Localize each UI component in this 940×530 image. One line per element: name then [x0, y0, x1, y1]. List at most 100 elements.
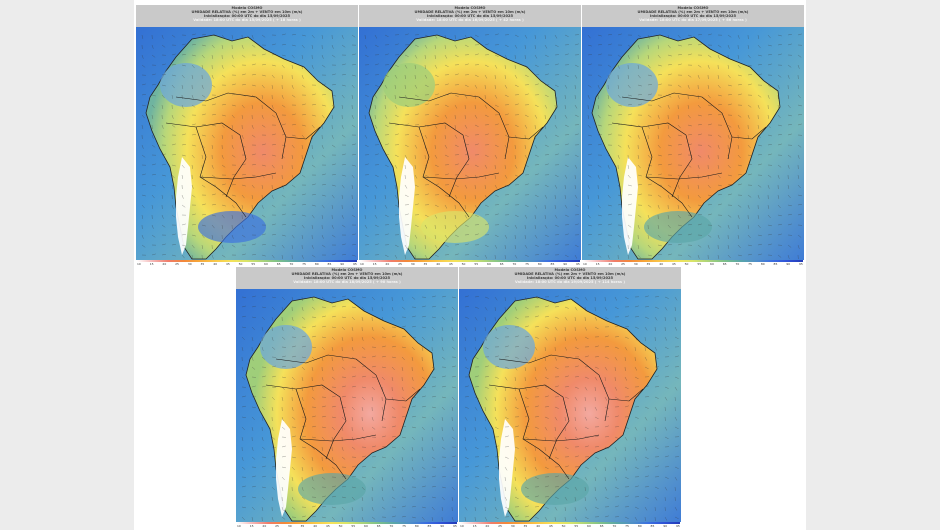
init-time: Inicialização: 00:00 UTC do dia 15/09/20…: [204, 14, 290, 18]
scale-tick-label: 15: [249, 524, 254, 528]
scale-tick-label: 70: [735, 262, 740, 266]
color-scale: 10 15 20 25 30 35 40 45 50 55 60 65 70 75 80 85 90 95: [459, 522, 681, 528]
valid-time: Validade: 18:00 UTC do dia 16/09/2025 ( …: [416, 18, 524, 22]
scale-tick-label: 75: [302, 262, 306, 266]
scale-tick-label: 70: [612, 524, 617, 528]
scale-tick-label: 20: [162, 262, 167, 266]
init-time: Inicialização: 00:00 UTC do dia 15/09/20…: [427, 14, 513, 18]
scale-tick-label: 15: [595, 262, 600, 266]
scale-tick-label: 85: [650, 524, 655, 528]
color-scale-bar: [137, 260, 357, 262]
scale-tick-label: 75: [525, 262, 529, 266]
color-scale-ticks: 10 15 20 25 30 35 40 45 50 55 60 65 70 75 80 85 90 95: [460, 524, 680, 528]
scale-tick-label: 20: [608, 262, 613, 266]
model-title: Modelo COSMO: [331, 268, 363, 272]
scale-tick-label: 10: [460, 524, 464, 528]
scale-tick-label: 90: [663, 524, 668, 528]
color-scale-bar: [460, 522, 680, 524]
color-scale-ticks: 10 15 20 25 30 35 40 45 50 55 60 65 70 75 80 85 90 95: [237, 524, 457, 528]
scale-tick-label: 90: [786, 262, 791, 266]
scale-tick-label: 35: [646, 262, 651, 266]
panel-header: Modelo COSMO UMIDADE RELATIVA (%) em 2m …: [136, 5, 358, 28]
scale-tick-label: 25: [175, 262, 179, 266]
scale-tick-label: 95: [675, 524, 680, 528]
scale-tick-label: 80: [314, 262, 319, 266]
scale-tick-label: 40: [213, 262, 218, 266]
scale-tick-label: 90: [563, 262, 568, 266]
color-scale: 10 15 20 25 30 35 40 45 50 55 60 65 70 75 80 85 90 95: [236, 522, 458, 528]
variable-title: UMIDADE RELATIVA (%) em 2m + VENTO em 10…: [414, 10, 526, 14]
forecast-map: [459, 289, 681, 522]
map-panel-4: Modelo COSMO UMIDADE RELATIVA (%) em 2m …: [236, 267, 458, 528]
scale-tick-label: 45: [671, 262, 676, 266]
scale-tick-label: 65: [722, 262, 727, 266]
scale-tick-label: 95: [352, 262, 357, 266]
model-title: Modelo COSMO: [677, 6, 709, 10]
scale-tick-label: 40: [536, 524, 541, 528]
scale-tick-label: 10: [237, 524, 241, 528]
scale-tick-label: 50: [684, 262, 689, 266]
color-scale-ticks: 10 15 20 25 30 35 40 45 50 55 60 65 70 75 80 85 90 95: [137, 262, 357, 266]
scale-tick-label: 65: [499, 262, 504, 266]
scale-tick-label: 65: [376, 524, 381, 528]
scale-tick-label: 85: [327, 262, 332, 266]
variable-title: UMIDADE RELATIVA (%) em 2m + VENTO em 10…: [514, 272, 626, 276]
model-title: Modelo COSMO: [554, 268, 586, 272]
map-panel-2: Modelo COSMO UMIDADE RELATIVA (%) em 2m …: [359, 5, 581, 266]
scale-tick-label: 80: [414, 524, 419, 528]
scale-tick-label: 65: [599, 524, 604, 528]
scale-tick-label: 45: [325, 524, 330, 528]
scale-tick-label: 35: [423, 262, 428, 266]
forecast-map: [236, 289, 458, 522]
map-panel-3: Modelo COSMO UMIDADE RELATIVA (%) em 2m …: [582, 5, 804, 266]
forecast-map: [359, 27, 581, 260]
scale-tick-label: 95: [575, 262, 580, 266]
scale-tick-label: 15: [372, 262, 377, 266]
scale-tick-label: 55: [474, 262, 479, 266]
forecast-map: [136, 27, 358, 260]
scale-tick-label: 10: [360, 262, 364, 266]
color-scale-bar: [583, 260, 803, 262]
scale-tick-label: 30: [510, 524, 515, 528]
init-time: Inicialização: 00:00 UTC do dia 15/09/20…: [304, 276, 390, 280]
init-time: Inicialização: 00:00 UTC do dia 15/09/20…: [650, 14, 736, 18]
scale-tick-label: 55: [697, 262, 702, 266]
scale-tick-label: 50: [338, 524, 343, 528]
scale-tick-label: 35: [300, 524, 305, 528]
scale-tick-label: 60: [364, 524, 368, 528]
color-scale-ticks: 10 15 20 25 30 35 40 45 50 55 60 65 70 75 80 85 90 95: [583, 262, 803, 266]
model-title: Modelo COSMO: [231, 6, 263, 10]
scale-tick-label: 60: [587, 524, 591, 528]
panel-header: Modelo COSMO UMIDADE RELATIVA (%) em 2m …: [236, 267, 458, 290]
scale-tick-label: 35: [200, 262, 205, 266]
scale-tick-label: 10: [583, 262, 587, 266]
scale-tick-label: 75: [748, 262, 752, 266]
scale-tick-label: 80: [760, 262, 765, 266]
scale-tick-label: 30: [187, 262, 192, 266]
map-panel-5: Modelo COSMO UMIDADE RELATIVA (%) em 2m …: [459, 267, 681, 528]
panel-header: Modelo COSMO UMIDADE RELATIVA (%) em 2m …: [459, 267, 681, 290]
variable-title: UMIDADE RELATIVA (%) em 2m + VENTO em 10…: [291, 272, 403, 276]
color-scale: 10 15 20 25 30 35 40 45 50 55 60 65 70 75 80 85 90 95: [359, 260, 581, 266]
scale-tick-label: 45: [548, 524, 553, 528]
scale-tick-label: 60: [264, 262, 268, 266]
scale-tick-label: 90: [340, 262, 345, 266]
scale-tick-label: 40: [659, 262, 664, 266]
panel-header: Modelo COSMO UMIDADE RELATIVA (%) em 2m …: [359, 5, 581, 28]
color-scale-bar: [360, 260, 580, 262]
scale-tick-label: 80: [537, 262, 542, 266]
scale-tick-label: 15: [472, 524, 477, 528]
scale-tick-label: 70: [512, 262, 517, 266]
scale-tick-label: 20: [385, 262, 390, 266]
scale-tick-label: 90: [440, 524, 445, 528]
color-scale-ticks: 10 15 20 25 30 35 40 45 50 55 60 65 70 75 80 85 90 95: [360, 262, 580, 266]
scale-tick-label: 95: [798, 262, 803, 266]
scale-tick-label: 30: [287, 524, 292, 528]
scale-tick-label: 40: [313, 524, 318, 528]
valid-time: Validade: 18:00 UTC do dia 19/09/2025 ( …: [515, 280, 625, 284]
valid-time: Validade: 18:00 UTC do dia 17/09/2025 ( …: [639, 18, 747, 22]
scale-tick-label: 70: [289, 262, 294, 266]
scale-tick-label: 25: [398, 262, 402, 266]
scale-tick-label: 25: [498, 524, 502, 528]
scale-tick-label: 15: [149, 262, 154, 266]
